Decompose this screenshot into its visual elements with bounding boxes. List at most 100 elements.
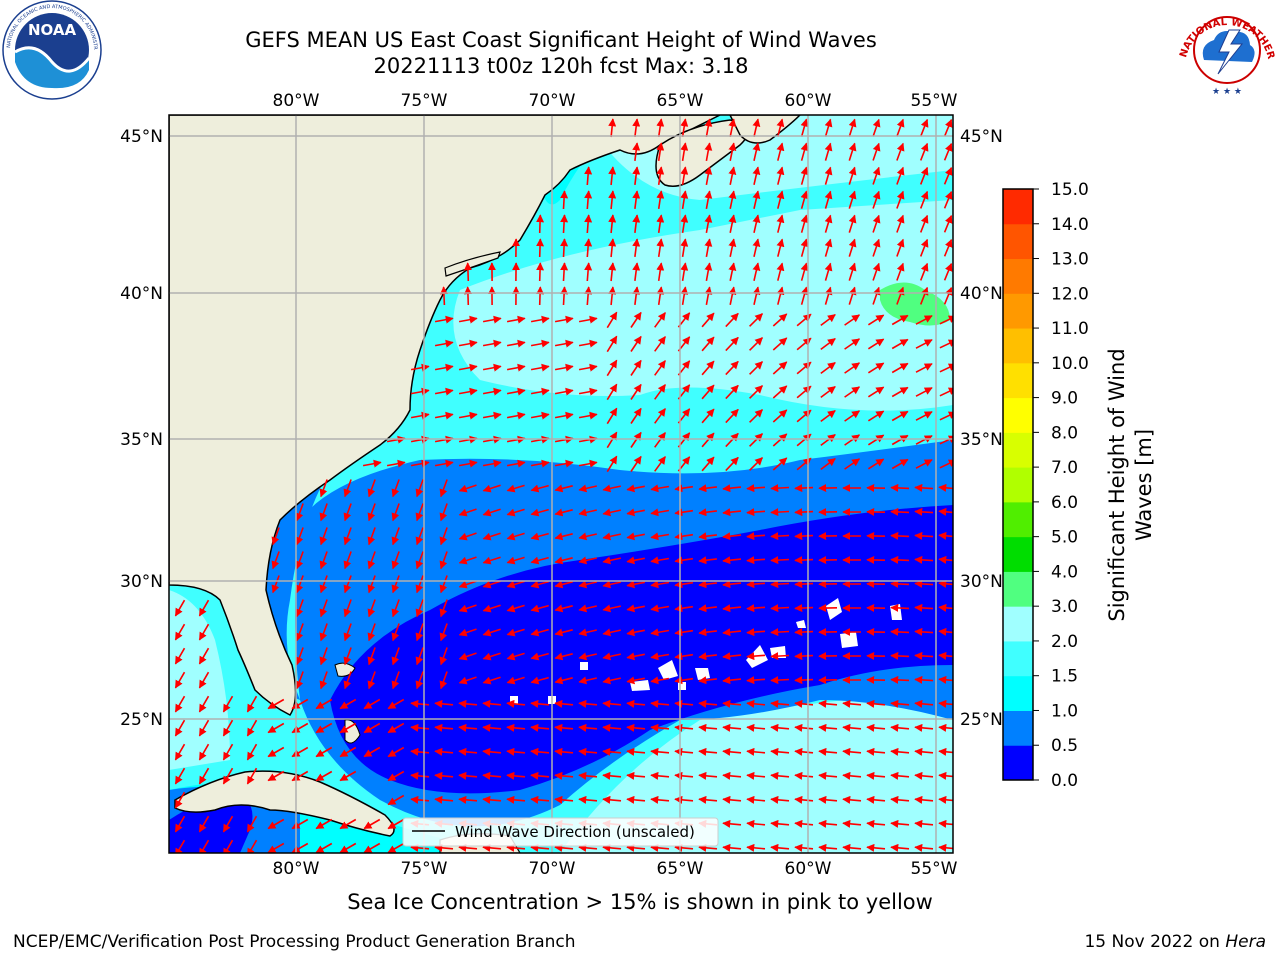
wind-arrow: [746, 604, 766, 613]
svg-text:25°N: 25°N: [120, 710, 163, 730]
wind-arrow: [367, 575, 376, 594]
wind-arrow: [626, 508, 645, 517]
wind-arrow: [844, 410, 861, 422]
wind-arrow: [746, 556, 766, 565]
colorbar-tick-label: 14.0: [1051, 215, 1089, 235]
wind-arrow: [680, 262, 689, 282]
wind-arrow: [800, 262, 809, 281]
wind-arrow: [410, 459, 430, 468]
wind-arrow: [656, 238, 665, 258]
wind-arrow: [319, 503, 328, 522]
svg-text:40°N: 40°N: [120, 284, 163, 304]
wind-arrow: [319, 671, 328, 690]
colorbar-segment: [1003, 536, 1033, 572]
wind-arrow: [339, 746, 357, 758]
wind-arrow: [554, 699, 574, 708]
wind-arrow: [463, 286, 472, 306]
wind-arrow: [746, 795, 766, 804]
wind-arrow: [698, 604, 717, 613]
wind-arrow: [175, 839, 186, 853]
wind-arrow: [725, 408, 739, 424]
svg-text:60°W: 60°W: [785, 859, 832, 879]
wind-arrow: [222, 815, 234, 833]
wind-arrow: [656, 118, 665, 138]
wind-arrow: [654, 384, 666, 400]
wind-arrow: [919, 262, 929, 281]
wind-arrow: [343, 503, 352, 522]
wind-arrow: [578, 699, 598, 708]
wind-arrow: [794, 556, 814, 565]
wind-arrow: [872, 286, 881, 305]
wind-arrow: [749, 409, 763, 423]
wind-arrow: [362, 459, 382, 468]
wind-arrow: [578, 508, 597, 517]
wind-arrow: [630, 455, 642, 472]
wind-arrow: [680, 190, 689, 210]
wind-arrow: [866, 699, 886, 708]
colorbar-segment: [1003, 189, 1033, 225]
wind-arrow: [458, 723, 478, 732]
colorbar-ticks: 0.0 0.5 1.0 1.5 2.0 3.0 4.0 5.0 6.0 7.0 8.0 9.0 10.0…: [1033, 180, 1089, 791]
wind-arrow: [919, 214, 929, 233]
wind-arrow: [174, 815, 186, 833]
wind-arrow: [506, 508, 525, 517]
wind-arrow: [770, 604, 790, 613]
wind-arrow: [632, 190, 641, 209]
svg-text:80°W: 80°W: [273, 91, 320, 111]
wind-arrow: [319, 647, 328, 666]
wind-arrow: [174, 623, 186, 641]
wind-arrow: [246, 719, 258, 737]
wind-arrow: [824, 262, 833, 281]
wind-arrow: [794, 771, 814, 780]
wind-arrow: [530, 411, 550, 420]
wind-arrow: [800, 118, 809, 137]
wind-arrow: [415, 671, 424, 690]
wind-arrow: [728, 142, 737, 161]
wind-arrow: [506, 363, 526, 372]
wind-arrow: [554, 315, 574, 324]
wind-arrow: [824, 142, 833, 161]
noaa-logo-text: NOAA: [28, 21, 77, 39]
wind-arrow: [943, 118, 953, 137]
wind-arrow: [458, 459, 478, 468]
wind-arrow: [560, 238, 569, 258]
wind-arrow: [482, 339, 502, 348]
wind-arrow: [896, 286, 905, 305]
wind-arrow: [867, 362, 885, 374]
wind-arrow: [820, 337, 836, 351]
colorbar-segment: [1003, 293, 1033, 329]
wind-arrow: [770, 580, 790, 589]
wind-arrow: [198, 599, 210, 617]
colorbar-segment: [1003, 223, 1033, 260]
wind-arrow: [339, 698, 357, 710]
wind-arrow: [680, 142, 689, 162]
wind-arrow: [650, 676, 670, 685]
wind-arrow: [410, 363, 430, 372]
wind-arrow: [915, 363, 933, 373]
wind-arrow: [872, 214, 881, 233]
colorbar-tick-label: 0.0: [1051, 771, 1078, 791]
wind-arrow: [343, 623, 352, 642]
wind-arrow: [602, 556, 621, 565]
wind-arrow: [842, 771, 862, 780]
colorbar-segment: [1003, 362, 1033, 399]
svg-text:65°W: 65°W: [657, 859, 704, 879]
wind-arrow: [656, 166, 665, 186]
wind-arrow: [722, 508, 742, 517]
wind-arrow: [844, 362, 861, 374]
wind-arrow: [794, 699, 814, 708]
colorbar-segment: [1003, 432, 1033, 468]
wind-arrow: [848, 166, 857, 185]
wind-arrow: [725, 384, 739, 400]
wind-arrow: [367, 599, 376, 618]
wind-arrow: [872, 142, 881, 161]
wind-arrow: [794, 628, 814, 637]
wind-arrow: [674, 795, 694, 804]
colorbar-tick-label: 4.0: [1051, 562, 1078, 582]
wind-arrow: [174, 767, 186, 785]
wind-arrow: [650, 771, 670, 780]
wind-arrow: [198, 671, 210, 689]
wind-arrow: [722, 747, 742, 756]
wind-arrow: [704, 262, 713, 282]
wind-arrow: [722, 676, 742, 685]
